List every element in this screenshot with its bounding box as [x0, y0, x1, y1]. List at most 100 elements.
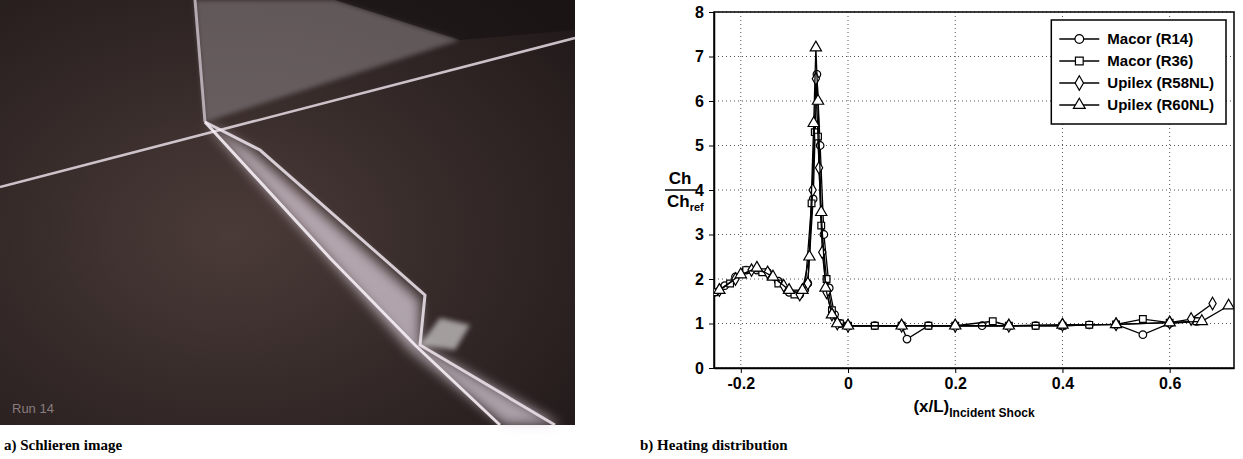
y-tick-label: 2 [695, 271, 704, 288]
legend-marker [1075, 57, 1083, 65]
data-point [950, 319, 961, 329]
series-line [719, 48, 1228, 326]
grid-line [848, 12, 849, 368]
y-tick-label: 1 [695, 315, 704, 332]
data-point [842, 319, 853, 329]
y-tick: 0 [695, 360, 714, 377]
grid-line [714, 234, 1234, 235]
shock-interaction [420, 318, 470, 350]
legend-marker [1073, 98, 1085, 108]
y-tick-mark [709, 101, 714, 102]
x-tick-label: 0.4 [1052, 375, 1074, 392]
y-tick-mark [709, 190, 714, 191]
grid-line [714, 190, 1234, 191]
y-tick: 1 [695, 315, 714, 332]
y-tick-mark [709, 57, 714, 58]
data-point [903, 335, 911, 343]
legend-item: Macor (R36) [1059, 52, 1193, 69]
y-tick: 4 [695, 182, 714, 199]
caption: a) Schlieren image [4, 437, 122, 454]
x-tick-label: -0.2 [728, 375, 756, 392]
data-point [751, 261, 762, 271]
y-axis-title-numerator: Ch [669, 169, 692, 188]
data-point [1164, 316, 1175, 326]
grid-line [740, 12, 741, 368]
data-point [832, 317, 843, 327]
x-axis-title-main: (x/L) [913, 397, 949, 416]
x-axis: -0.2 0 0.2 0.4 0.6 [715, 368, 1235, 392]
y-tick-mark [709, 146, 714, 147]
y-tick: 2 [695, 271, 714, 288]
legend-marker [1075, 76, 1083, 90]
shock-band [205, 122, 560, 425]
x-tick-label: 0 [844, 375, 853, 392]
series-line [714, 132, 1196, 326]
data-point [797, 284, 808, 294]
x-tick: -0.2 [728, 368, 756, 392]
y-axis-title-denominator-main: Ch [667, 192, 690, 211]
image-region [335, 0, 575, 40]
data-point [896, 319, 907, 329]
legend-label: Macor (R14) [1107, 30, 1193, 47]
y-tick-label: 5 [695, 137, 704, 154]
legend-item: Upilex (R60NL) [1059, 96, 1214, 113]
grid-line [714, 279, 1234, 280]
y-tick: 3 [695, 226, 714, 243]
series [714, 129, 1200, 329]
data-point [826, 308, 837, 318]
data-point [816, 142, 824, 150]
x-tick-mark [1062, 368, 1063, 373]
grid-line [714, 145, 1234, 146]
y-axis-title-denominator: Chref [667, 192, 704, 213]
data-point [1188, 313, 1195, 325]
y-tick-mark [709, 324, 714, 325]
x-axis-title: (x/L)Incident Shock [913, 397, 1035, 420]
data-point [1140, 316, 1147, 323]
grid [714, 12, 1234, 368]
x-tick-mark [848, 368, 849, 373]
y-tick-mark [709, 12, 714, 13]
legend-box [1051, 20, 1226, 124]
y-tick-label: 7 [695, 48, 704, 65]
plot-frame [714, 12, 1234, 368]
data-point [1057, 318, 1068, 328]
y-tick-label: 3 [695, 226, 704, 243]
data-point [1209, 297, 1216, 309]
data-point [810, 41, 821, 51]
x-axis-title-subscript: Incident Shock [949, 406, 1035, 420]
schlieren-image: Run 14 [0, 0, 575, 425]
legend-label: Upilex (R60NL) [1107, 96, 1214, 113]
data-point [816, 206, 827, 216]
y-axis-title-subscript: ref [690, 201, 704, 213]
data-point [783, 284, 794, 294]
y-tick: 5 [695, 137, 714, 154]
data-point [1196, 315, 1207, 325]
data-point [1110, 318, 1121, 328]
image-background [0, 0, 575, 425]
plot-data [714, 41, 1234, 343]
x-tick: 0.4 [1052, 368, 1074, 392]
x-tick-label: 0.2 [945, 375, 967, 392]
x-tick-mark [741, 368, 742, 373]
data-point [767, 270, 778, 280]
y-tick: 6 [695, 93, 714, 110]
y-tick: 7 [695, 48, 714, 65]
x-tick: 0.6 [1159, 368, 1181, 392]
data-point [804, 250, 815, 260]
chart: -0.2 0 0.2 0.4 0.6 0 1 2 3 4 5 6 7 8 Macor (R14) Macor … [665, 4, 1235, 420]
legend-item: Macor (R14) [1059, 30, 1193, 47]
data-point [812, 73, 819, 85]
data-point [1139, 331, 1147, 339]
legend-label: Upilex (R58NL) [1107, 74, 1214, 91]
y-tick-label: 6 [695, 93, 704, 110]
legend-marker [1075, 35, 1084, 44]
data-point [815, 162, 822, 174]
shock-line [195, 0, 205, 122]
y-axis-title-bar [665, 189, 697, 191]
x-tick: 0.2 [945, 368, 967, 392]
y-tick: 8 [695, 4, 714, 21]
shock-line [205, 122, 555, 425]
image-label: Run 14 [12, 401, 54, 416]
x-tick: 0 [844, 368, 853, 392]
x-tick-mark [955, 368, 956, 373]
